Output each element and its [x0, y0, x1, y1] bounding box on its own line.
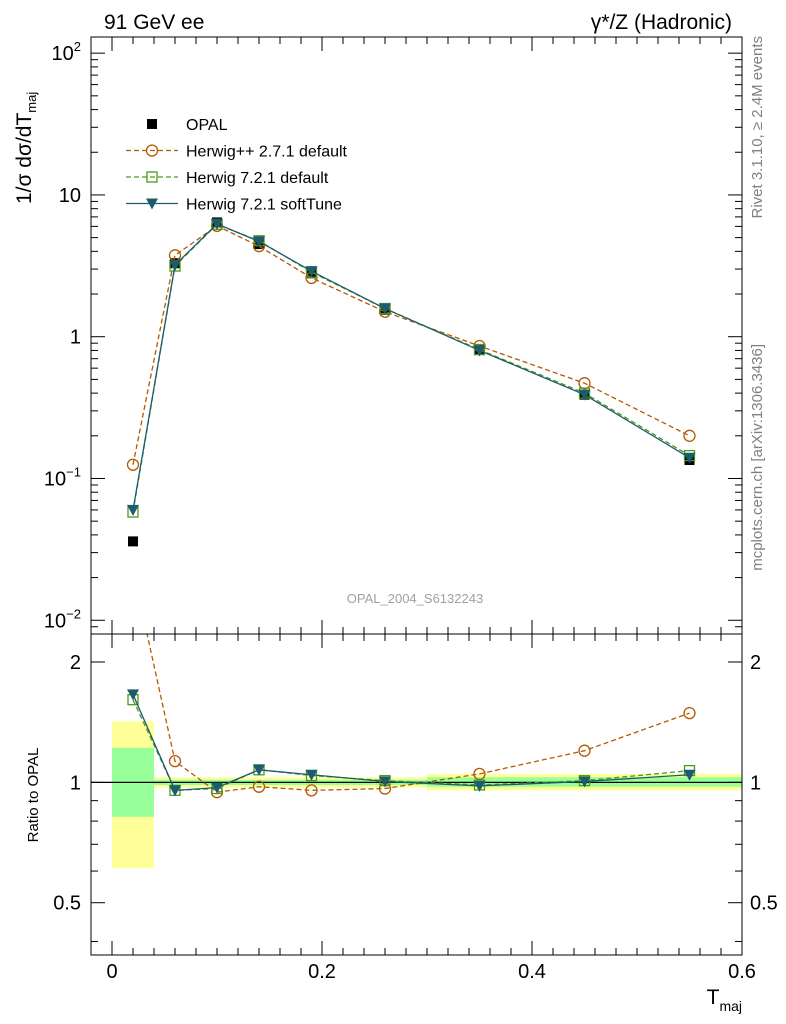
- legend-label: Herwig++ 2.7.1 default: [186, 144, 348, 161]
- ratio-tick-labels: 0.5 0.5 1 1 2 2 0 0.2 0.4 0.6: [53, 652, 778, 983]
- ratio-series-triangle-solid-point: [578, 776, 591, 788]
- main-series-triangle-solid-point: [683, 452, 696, 464]
- legend-entry: Herwig 7.2.1 default: [126, 170, 329, 187]
- main-series-circle-dashed-point: [126, 458, 140, 471]
- legend-label: OPAL: [186, 117, 228, 134]
- ratio-series-triangle-solid-point: [473, 780, 486, 792]
- process-title: 91 GeV ee: [104, 11, 204, 34]
- ratio-y-tick-label-left: 2: [70, 652, 81, 674]
- main-y-tick-label-exponent: 2: [74, 39, 81, 54]
- legend-label: Herwig 7.2.1 default: [186, 170, 329, 187]
- mcplots-reference-label: mcplots.cern.ch [arXiv:1306.3436]: [749, 344, 766, 571]
- main-series-triangle-solid-line: [132, 223, 690, 511]
- ratio-panel: 0.5 0.5 1 1 2 2 0 0.2 0.4 0.6 Ratio to OPAL Tmaj: [25, 633, 778, 1014]
- x-tick-label: 0.6: [728, 961, 756, 983]
- legend-entry: Herwig++ 2.7.1 default: [126, 144, 348, 161]
- main-y-axis-label: 1/σ dσ/dTmaj: [13, 92, 39, 204]
- ratio-series-circle-dashed-point: [252, 780, 266, 793]
- ratio-series-circle-dashed-point: [578, 744, 591, 757]
- main-y-tick-label-base: 1: [70, 327, 81, 349]
- main-y-tick-label-exponent: −2: [66, 606, 81, 621]
- main-y-tick-label: 1: [70, 327, 81, 349]
- main-y-tick-label: 10−2: [44, 606, 81, 632]
- x-axis-label-subscript: maj: [719, 998, 742, 1014]
- ratio-panel-frame: [90, 633, 743, 956]
- ratio-series-triangle-solid-point: [169, 785, 181, 797]
- ratio-series-triangle-solid-point: [211, 782, 223, 794]
- channel-title: γ*/Z (Hadronic): [591, 11, 732, 34]
- ratio-series-triangle-solid-point: [683, 769, 696, 781]
- ratio-series-circle-dashed-point: [305, 784, 318, 797]
- legend-marker: [146, 171, 158, 183]
- x-axis-label: Tmaj: [707, 986, 742, 1014]
- main-series-triangle-solid-point: [253, 236, 265, 248]
- main-y-tick-label: 10−1: [44, 464, 81, 490]
- legend-entry: OPAL: [147, 117, 228, 134]
- main-series-triangle-solid-point: [305, 266, 318, 278]
- main-series-triangle-solid-point: [127, 504, 139, 516]
- ratio-y-tick-label-right: 1: [750, 772, 761, 794]
- ratio-y-axis-label: Ratio to OPAL: [25, 748, 42, 843]
- main-y-tick-label-base: 10: [52, 43, 74, 65]
- main-axis-ticks: [91, 37, 743, 635]
- main-y-tick-label: 10: [59, 185, 81, 207]
- ratio-axis-ticks: [91, 634, 743, 955]
- ratio-y-tick-label-left: 0.5: [53, 893, 81, 915]
- main-y-tick-label-base: 10: [44, 468, 66, 490]
- main-series-triangle-solid-point: [379, 303, 391, 315]
- ratio-series-triangle-solid-point: [253, 764, 265, 776]
- x-tick-label: 0.4: [518, 961, 546, 983]
- main-y-tick-label: 102: [52, 39, 81, 65]
- main-y-tick-label-base: 10: [44, 610, 66, 632]
- x-tick-label: 0: [106, 961, 117, 983]
- main-series-circle-dashed-point: [683, 429, 696, 442]
- legend-label: Herwig 7.2.1 softTune: [186, 197, 342, 214]
- ratio-series-circle-dashed-point: [168, 754, 182, 768]
- ratio-series-triangle-solid-point: [305, 769, 318, 781]
- ratio-series-triangle-solid-point: [379, 776, 391, 788]
- legend-marker: [146, 198, 158, 210]
- main-y-axis-label-subscript: maj: [24, 92, 39, 113]
- legend-marker: [145, 144, 159, 157]
- main-series-square-dashed-line: [132, 223, 690, 513]
- main-y-axis-label-text: 1/σ dσ/dT: [13, 113, 36, 204]
- legend-entry: Herwig 7.2.1 softTune: [126, 197, 342, 214]
- main-series-circle-dashed-line: [132, 225, 690, 465]
- main-series-data-point: [128, 536, 138, 547]
- x-tick-label: 0.2: [308, 961, 336, 983]
- analysis-id-label: OPAL_2004_S6132243: [347, 591, 483, 606]
- x-axis-label-text: T: [707, 986, 720, 1009]
- ratio-y-tick-label-right: 0.5: [750, 893, 778, 915]
- main-series-triangle-solid-point: [169, 260, 181, 272]
- ratio-y-tick-label-right: 2: [750, 652, 761, 674]
- main-series-triangle-solid-point: [578, 389, 591, 401]
- legend-marker: [147, 119, 157, 129]
- main-series-triangle-solid-point: [473, 345, 486, 357]
- ratio-y-tick-label-left: 1: [70, 772, 81, 794]
- ratio-series-triangle-solid-point: [127, 689, 139, 701]
- rivet-info-label: Rivet 3.1.10, ≥ 2.4M events: [749, 36, 766, 219]
- main-series-triangle-solid-point: [211, 218, 223, 230]
- legend: OPAL Herwig++ 2.7.1 default Herwig 7.2.1 d…: [126, 117, 348, 214]
- main-y-tick-label-exponent: −1: [66, 464, 81, 479]
- main-y-tick-label-base: 10: [59, 185, 81, 207]
- ratio-series-circle-dashed-point: [683, 706, 696, 720]
